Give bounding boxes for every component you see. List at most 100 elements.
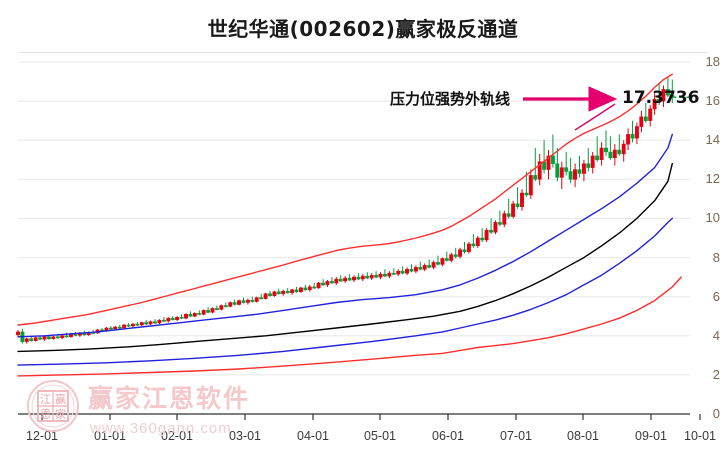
candle-body (356, 276, 361, 280)
candle-body (334, 278, 339, 284)
x-axis-tick-label: 08-01 (567, 429, 599, 443)
candle-body (528, 175, 533, 196)
candle-body (329, 281, 334, 284)
candle-body (559, 167, 564, 178)
candle-body (431, 262, 436, 268)
candle-body (343, 277, 348, 282)
x-axis-tick-label: 02-01 (161, 429, 193, 443)
candle-body (237, 300, 241, 305)
candle-body (307, 286, 312, 291)
candle-body (254, 297, 259, 302)
candle-body (285, 290, 290, 294)
candle-body (38, 337, 43, 340)
x-axis-tick-label: 01-01 (94, 429, 126, 443)
candle-body (471, 243, 476, 247)
candle-body (466, 243, 471, 252)
chart-header: 世纪华通(002602)赢家极反通道 (0, 0, 726, 53)
track-lines (17, 73, 682, 377)
candle-body (484, 229, 489, 241)
candle-body (281, 290, 286, 294)
candle-body (228, 302, 233, 307)
candle-body (475, 237, 480, 247)
candle-body (232, 302, 237, 305)
candle-body (60, 335, 65, 339)
candle-body (506, 213, 511, 217)
candle-body (188, 314, 193, 317)
candle-body (365, 275, 370, 279)
candle-body (458, 249, 463, 257)
candle-body (219, 305, 224, 310)
track-line-upper-outer-track (17, 73, 673, 326)
candle-body (502, 213, 507, 225)
candle-body (493, 222, 498, 233)
candle-body (206, 310, 211, 313)
x-axis-tick-label: 06-01 (432, 429, 464, 443)
grid-lines (18, 61, 690, 415)
resistance-annotation-label: 压力位强势外轨线 (390, 90, 511, 108)
candle-body (175, 316, 180, 320)
candle-body (298, 287, 303, 293)
y-axis-tick-label: 14 (705, 132, 720, 148)
candle-body (533, 175, 538, 180)
y-axis-tick-label: 16 (705, 93, 720, 109)
candle-body (360, 275, 365, 280)
candle-body (33, 337, 38, 341)
candle-body (117, 326, 122, 329)
candle-body (612, 149, 617, 159)
candlestick-series (16, 77, 675, 344)
candle-body (661, 89, 666, 102)
candle-body (643, 116, 648, 121)
track-line-upper-inner-track (17, 133, 673, 338)
y-axis-tick-label: 10 (705, 210, 720, 226)
candle-body (245, 299, 250, 303)
candle-body (312, 286, 317, 289)
y-axis-tick-label: 8 (712, 249, 720, 265)
candle-body (590, 155, 595, 168)
candle-body (436, 262, 440, 265)
candle-body (497, 222, 502, 225)
candle-body (400, 270, 405, 274)
candle-body (422, 265, 427, 270)
candle-body (24, 338, 29, 342)
annotation-arrow (523, 86, 618, 131)
candle-body (347, 277, 352, 281)
candle-body (449, 254, 454, 261)
candle-body (144, 322, 149, 325)
candle-body (42, 336, 47, 340)
candle-body (599, 147, 604, 160)
x-axis-tick-label: 04-01 (297, 429, 329, 443)
candle-body (276, 291, 281, 295)
candle-body (462, 249, 467, 252)
candle-body (170, 317, 175, 321)
resistance-annotation-value: 17.3736 (622, 88, 700, 108)
candle-body (604, 147, 608, 153)
candle-body (122, 324, 127, 329)
candle-body (378, 273, 383, 278)
candle-body (241, 300, 246, 303)
candle-body (157, 319, 162, 324)
y-axis-tick-label: 18 (705, 54, 720, 69)
candle-body (409, 269, 414, 272)
candle-body (268, 293, 272, 296)
candle-body (581, 163, 586, 174)
candle-body (405, 269, 409, 274)
candle-body (489, 229, 493, 233)
candle-body (46, 336, 51, 340)
candle-body (113, 326, 118, 330)
candle-body (64, 335, 69, 338)
candle-body (657, 98, 661, 102)
candle-body (546, 155, 551, 170)
candle-body (652, 98, 657, 110)
candle-body (325, 281, 330, 286)
candle-body (453, 254, 458, 257)
candle-body (369, 274, 374, 279)
candle-body (55, 336, 60, 339)
candle-body (382, 273, 387, 277)
candle-body (179, 316, 184, 319)
candle-body (595, 155, 600, 161)
candle-body (263, 293, 268, 299)
candle-body (303, 287, 308, 291)
candle-body (16, 331, 20, 336)
